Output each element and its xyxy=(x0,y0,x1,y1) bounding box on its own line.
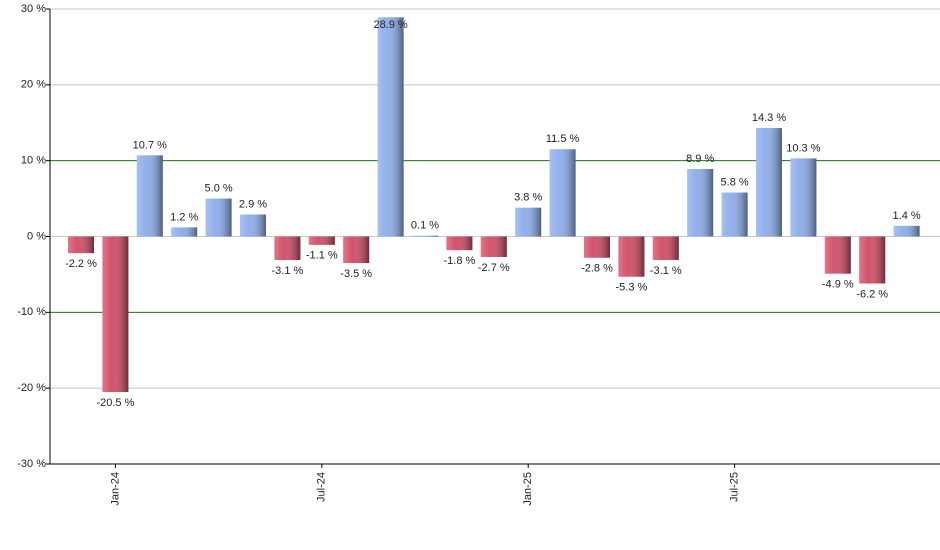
y-tick-label: -10 % xyxy=(17,306,46,318)
bar-shade xyxy=(893,225,920,237)
y-tick-label: 20 % xyxy=(21,79,46,91)
bar-shade xyxy=(343,236,370,264)
bar-shade xyxy=(274,236,301,261)
value-label: 5.8 % xyxy=(721,176,749,188)
bar-shade xyxy=(618,236,645,277)
bar-shade xyxy=(102,236,129,392)
value-label: -3.1 % xyxy=(650,265,682,277)
bar-shade xyxy=(515,207,542,237)
bar-shade xyxy=(171,227,198,237)
value-label: 28.9 % xyxy=(373,19,407,31)
bar-shade xyxy=(790,158,817,237)
y-tick-label: 0 % xyxy=(27,230,46,242)
x-tick-label: Jan-25 xyxy=(522,472,534,506)
value-label: 11.5 % xyxy=(546,133,580,145)
bar-shade xyxy=(824,236,851,274)
value-label: -3.5 % xyxy=(340,268,372,280)
y-tick-label: -20 % xyxy=(17,382,46,394)
bar-shade xyxy=(412,235,438,237)
bar-shade xyxy=(308,236,335,245)
y-tick-label: 10 % xyxy=(21,155,46,167)
value-label: 1.4 % xyxy=(893,210,921,222)
value-label: 2.9 % xyxy=(239,198,267,210)
value-label: 0.1 % xyxy=(411,220,439,232)
bar-shade xyxy=(756,128,782,237)
bar-shade xyxy=(205,198,232,237)
value-label: -5.3 % xyxy=(616,282,648,294)
value-label: 8.9 % xyxy=(686,153,714,165)
bar-shade xyxy=(652,236,679,261)
y-tick-label: 30 % xyxy=(21,3,46,15)
value-label: 10.3 % xyxy=(786,142,820,154)
value-label: -4.9 % xyxy=(822,279,854,291)
bar-shade xyxy=(377,17,404,237)
value-label: -1.1 % xyxy=(306,250,338,262)
value-label: -3.1 % xyxy=(272,265,304,277)
bar-shade xyxy=(584,236,610,258)
value-label: 3.8 % xyxy=(514,192,542,204)
bar-shade xyxy=(240,214,266,237)
x-tick-label: Jan-24 xyxy=(109,472,121,506)
value-label: -2.2 % xyxy=(65,258,97,270)
x-tick-label: Jul-25 xyxy=(729,472,741,502)
bar-shade xyxy=(687,169,714,237)
value-label: -2.8 % xyxy=(581,263,613,275)
value-label: 5.0 % xyxy=(205,182,233,194)
value-label: -20.5 % xyxy=(96,397,134,409)
bar-shade xyxy=(136,155,163,237)
y-tick-label: -30 % xyxy=(17,458,46,470)
value-label: -2.7 % xyxy=(478,262,510,274)
value-label: -1.8 % xyxy=(444,255,476,267)
bar-shade xyxy=(859,236,886,284)
bar-shade xyxy=(446,236,473,251)
x-tick-label: Jul-24 xyxy=(316,472,328,502)
bar-shade xyxy=(480,236,507,257)
value-label: 10.7 % xyxy=(133,139,167,151)
value-label: 1.2 % xyxy=(170,211,198,223)
value-label: 14.3 % xyxy=(752,112,786,124)
value-label: -6.2 % xyxy=(856,288,888,300)
bar-shade xyxy=(549,149,576,237)
bar-shade xyxy=(721,192,748,237)
bar-shade xyxy=(68,236,94,254)
